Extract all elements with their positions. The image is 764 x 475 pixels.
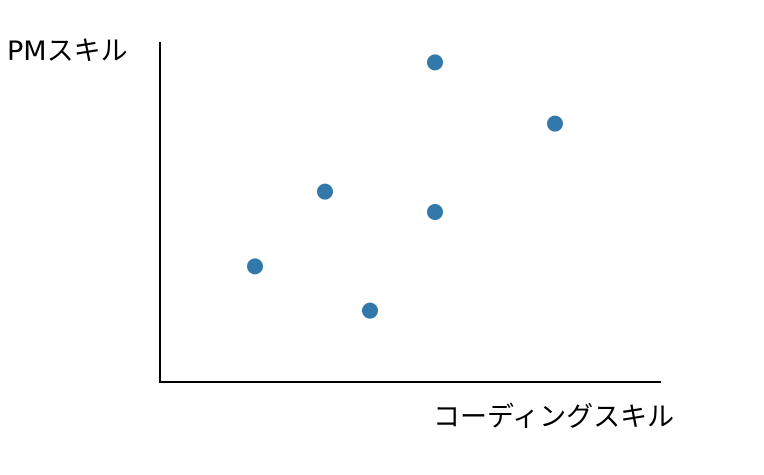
data-point-6 [547, 115, 563, 132]
data-point-1 [247, 258, 263, 275]
points-layer [247, 54, 563, 319]
data-point-3 [362, 302, 378, 319]
data-point-2 [317, 183, 333, 200]
y-axis-label: PMスキル [7, 36, 128, 67]
data-point-4 [427, 204, 443, 220]
x-axis-label: コーディングスキル [433, 402, 674, 433]
plot-area [159, 42, 661, 383]
data-point-5 [427, 54, 443, 71]
